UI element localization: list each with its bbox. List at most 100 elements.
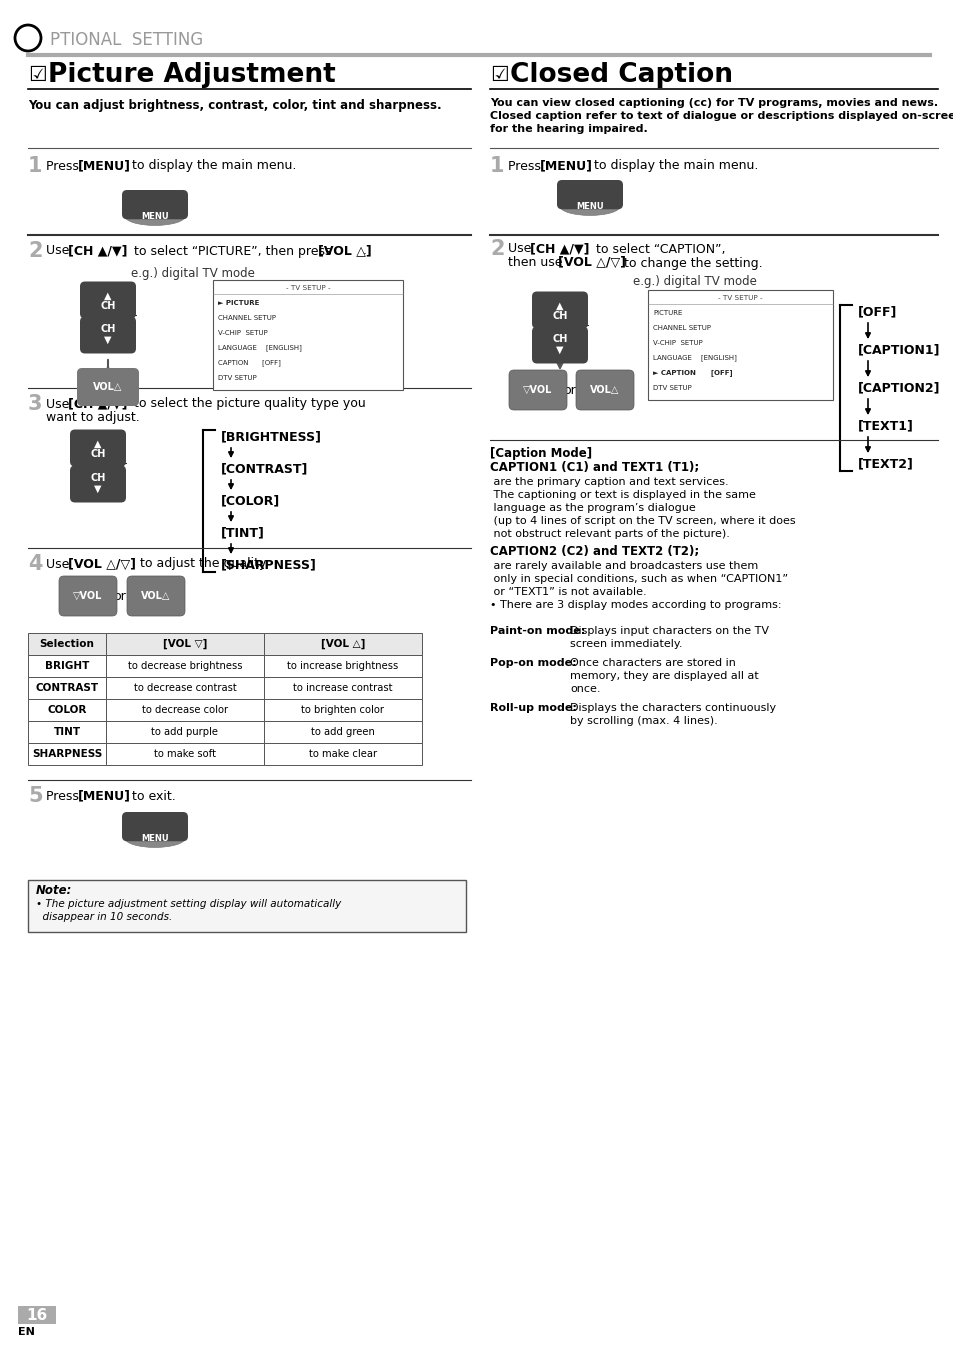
Text: [CAPTION2]: [CAPTION2] xyxy=(857,381,940,395)
Text: or “TEXT1” is not available.: or “TEXT1” is not available. xyxy=(490,586,646,597)
Text: ▲: ▲ xyxy=(104,291,112,301)
Text: Picture Adjustment: Picture Adjustment xyxy=(48,62,335,88)
Text: screen immediately.: screen immediately. xyxy=(569,639,681,648)
Text: ☑: ☑ xyxy=(490,65,508,85)
Text: MENU: MENU xyxy=(576,202,603,210)
Text: Press: Press xyxy=(46,790,83,802)
Text: to make soft: to make soft xyxy=(153,749,215,759)
Text: ▼: ▼ xyxy=(94,484,102,493)
Text: CH: CH xyxy=(100,301,115,311)
Text: ▼: ▼ xyxy=(104,336,112,345)
Bar xyxy=(106,700,264,721)
FancyBboxPatch shape xyxy=(122,811,188,841)
Text: want to adjust.: want to adjust. xyxy=(46,411,139,425)
Bar xyxy=(106,677,264,700)
Text: Closed Caption: Closed Caption xyxy=(510,62,732,88)
Bar xyxy=(106,655,264,677)
Text: [BRIGHTNESS]: [BRIGHTNESS] xyxy=(221,430,322,443)
FancyBboxPatch shape xyxy=(122,190,188,220)
Text: ► PICTURE: ► PICTURE xyxy=(218,299,259,306)
Text: 16: 16 xyxy=(27,1308,48,1322)
Bar xyxy=(28,634,106,655)
Text: Pop-on mode:: Pop-on mode: xyxy=(490,658,576,669)
Text: [CAPTION1]: [CAPTION1] xyxy=(857,344,940,356)
Text: or: or xyxy=(113,589,126,603)
Text: [TINT]: [TINT] xyxy=(221,527,265,539)
Text: CAPTION      [OFF]: CAPTION [OFF] xyxy=(218,360,280,367)
Text: to increase contrast: to increase contrast xyxy=(293,683,393,693)
Text: e.g.) digital TV mode: e.g.) digital TV mode xyxy=(633,275,756,287)
Text: or: or xyxy=(114,460,128,473)
FancyBboxPatch shape xyxy=(80,317,136,353)
Text: Displays input characters on the TV: Displays input characters on the TV xyxy=(569,625,768,636)
Text: then use: then use xyxy=(507,256,566,270)
Text: CHANNEL SETUP: CHANNEL SETUP xyxy=(652,325,710,330)
Text: to brighten color: to brighten color xyxy=(301,705,384,714)
Text: SHARPNESS: SHARPNESS xyxy=(31,749,102,759)
FancyBboxPatch shape xyxy=(127,576,185,616)
Bar xyxy=(264,743,421,766)
Text: CAPTION1 (C1) and TEXT1 (T1);: CAPTION1 (C1) and TEXT1 (T1); xyxy=(490,461,699,474)
Text: [VOL △/▽]: [VOL △/▽] xyxy=(558,256,625,270)
Text: ▲: ▲ xyxy=(94,439,102,449)
Text: once.: once. xyxy=(569,683,599,694)
Text: 3: 3 xyxy=(28,394,43,414)
Text: [VOL △]: [VOL △] xyxy=(320,639,365,650)
Text: to exit.: to exit. xyxy=(128,790,175,802)
Text: ► CAPTION      [OFF]: ► CAPTION [OFF] xyxy=(652,369,732,376)
Text: CONTRAST: CONTRAST xyxy=(35,683,98,693)
Ellipse shape xyxy=(125,829,185,848)
Ellipse shape xyxy=(125,208,185,225)
Text: ☑: ☑ xyxy=(28,65,47,85)
Text: ▼: ▼ xyxy=(556,345,563,355)
Text: VOL△: VOL△ xyxy=(141,590,171,601)
FancyBboxPatch shape xyxy=(532,326,587,364)
Bar xyxy=(106,721,264,743)
Text: [CH ▲/▼]: [CH ▲/▼] xyxy=(530,243,589,256)
Text: to decrease color: to decrease color xyxy=(142,705,228,714)
Bar xyxy=(213,280,402,390)
Ellipse shape xyxy=(559,197,619,216)
Bar xyxy=(28,655,106,677)
Text: to add purple: to add purple xyxy=(152,727,218,737)
Bar xyxy=(264,721,421,743)
Text: DTV SETUP: DTV SETUP xyxy=(652,386,691,391)
Text: LANGUAGE    [ENGLISH]: LANGUAGE [ENGLISH] xyxy=(218,345,301,352)
Text: DTV SETUP: DTV SETUP xyxy=(218,375,256,381)
Text: or: or xyxy=(576,322,589,334)
Text: 1: 1 xyxy=(28,156,43,177)
Text: or: or xyxy=(563,383,576,396)
Bar xyxy=(106,743,264,766)
Text: - TV SETUP -: - TV SETUP - xyxy=(285,284,330,291)
Text: [COLOR]: [COLOR] xyxy=(221,495,280,507)
Text: language as the program’s dialogue: language as the program’s dialogue xyxy=(490,503,695,514)
FancyBboxPatch shape xyxy=(77,368,139,406)
Text: EN: EN xyxy=(17,1326,34,1337)
FancyBboxPatch shape xyxy=(532,291,587,329)
Text: [CH ▲/▼]: [CH ▲/▼] xyxy=(68,244,128,257)
Bar xyxy=(28,700,106,721)
Text: Selection: Selection xyxy=(39,639,94,648)
Text: Paint-on mode:: Paint-on mode: xyxy=(490,625,584,636)
Text: only in special conditions, such as when “CAPTION1”: only in special conditions, such as when… xyxy=(490,574,787,584)
Text: to decrease brightness: to decrease brightness xyxy=(128,661,242,671)
Text: to select “CAPTION”,: to select “CAPTION”, xyxy=(592,243,724,256)
Text: Use: Use xyxy=(507,243,535,256)
Text: to add green: to add green xyxy=(311,727,375,737)
Text: CH: CH xyxy=(552,311,567,321)
Text: BRIGHT: BRIGHT xyxy=(45,661,89,671)
FancyBboxPatch shape xyxy=(70,465,126,503)
Text: [SHARPNESS]: [SHARPNESS] xyxy=(221,558,316,572)
Text: are the primary caption and text services.: are the primary caption and text service… xyxy=(490,477,728,487)
Text: disappear in 10 seconds.: disappear in 10 seconds. xyxy=(36,913,172,922)
Text: [VOL △]: [VOL △] xyxy=(317,244,372,257)
Bar xyxy=(264,677,421,700)
Text: to increase brightness: to increase brightness xyxy=(287,661,398,671)
Bar xyxy=(264,634,421,655)
Text: [MENU]: [MENU] xyxy=(78,790,131,802)
Text: by scrolling (max. 4 lines).: by scrolling (max. 4 lines). xyxy=(569,716,717,727)
Text: CH: CH xyxy=(100,324,115,334)
Text: • There are 3 display modes according to programs:: • There are 3 display modes according to… xyxy=(490,600,781,611)
Text: TINT: TINT xyxy=(53,727,80,737)
Text: are rarely available and broadcasters use them: are rarely available and broadcasters us… xyxy=(490,561,758,572)
